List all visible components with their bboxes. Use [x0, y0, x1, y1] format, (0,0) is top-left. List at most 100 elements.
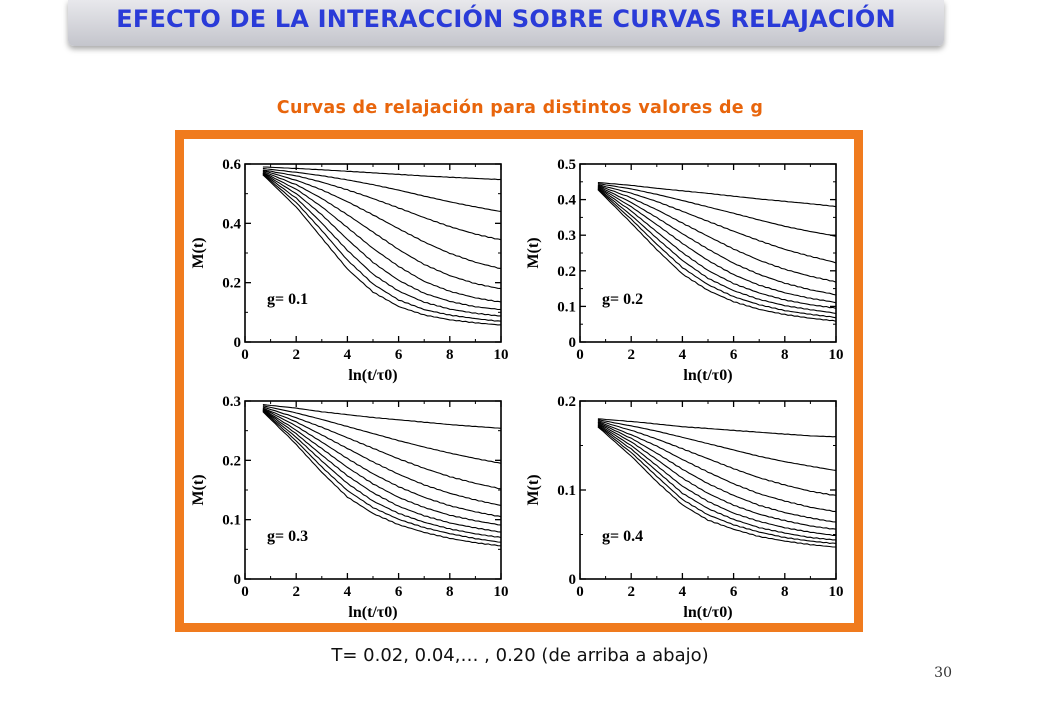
y-tick-label: 0.6	[222, 157, 241, 173]
y-tick-label: 0.2	[222, 453, 241, 469]
relaxation-curve	[262, 406, 502, 490]
x-tick-label: 4	[344, 347, 352, 363]
y-tick-label: 0	[569, 572, 577, 588]
x-tick-label: 6	[730, 584, 738, 600]
relaxation-curve	[262, 410, 502, 543]
figure-caption: T= 0.02, 0.04,… , 0.20 (de arriba a abaj…	[331, 645, 709, 666]
relaxation-curve	[262, 170, 502, 290]
relaxation-curve	[597, 424, 837, 541]
relaxation-curve	[597, 184, 837, 264]
relaxation-curve	[597, 423, 837, 537]
relaxation-curve	[262, 409, 502, 539]
chart-panel-1: 0 2 4 6 8 10 0 0.2 0.4 0.6 ln(t/τ0) M(t) g= 0.1	[190, 157, 509, 384]
y-axis-label: M(t)	[190, 237, 207, 268]
x-axis-label: ln(t/τ0)	[348, 604, 397, 621]
panel-label: g= 0.3	[267, 528, 308, 545]
x-axis-label: ln(t/τ0)	[348, 367, 397, 384]
x-tick-label: 2	[627, 584, 635, 600]
page-number: 30	[934, 665, 952, 681]
y-tick-label: 0.1	[557, 299, 576, 315]
relaxation-curve	[597, 420, 837, 496]
relaxation-curve	[597, 418, 837, 438]
x-tick-label: 8	[781, 584, 789, 600]
x-tick-label: 0	[576, 347, 584, 363]
x-tick-label: 4	[344, 584, 352, 600]
relaxation-curve	[262, 408, 502, 526]
relaxation-curve	[597, 421, 837, 523]
relaxation-curve	[262, 172, 502, 311]
x-tick-label: 2	[292, 584, 300, 600]
x-tick-label: 6	[395, 347, 403, 363]
x-tick-label: 0	[241, 347, 249, 363]
page-title: EFECTO DE LA INTERACCIÓN SOBRE CURVAS RE…	[116, 5, 896, 33]
x-tick-label: 8	[446, 584, 454, 600]
x-tick-label: 2	[292, 347, 300, 363]
y-tick-label: 0.1	[557, 483, 576, 499]
relaxation-curve	[262, 409, 502, 533]
chart-panel-2: 0 2 4 6 8 10 0 0.1 0.2 0.3 0.4 0.5 ln(t/τ0) M(t) g= 0.…	[525, 157, 844, 384]
relaxation-curve	[597, 422, 837, 530]
relaxation-curve	[262, 403, 502, 429]
relaxation-curve	[262, 174, 502, 326]
y-tick-label: 0.4	[222, 216, 241, 232]
relaxation-curve	[262, 169, 502, 241]
y-axis-label: M(t)	[525, 237, 542, 268]
chart-panel-3: 0 2 4 6 8 10 0 0.1 0.2 0.3 ln(t/τ0) M(t) g= 0.3	[190, 394, 509, 621]
relaxation-curve	[262, 173, 502, 322]
y-tick-label: 0.2	[557, 264, 576, 280]
relaxation-curve	[262, 167, 502, 213]
relaxation-curve	[262, 171, 502, 303]
y-tick-label: 0.2	[557, 394, 576, 410]
title-bar: EFECTO DE LA INTERACCIÓN SOBRE CURVAS RE…	[68, 0, 944, 46]
relaxation-curve	[597, 184, 837, 283]
x-tick-label: 10	[494, 347, 509, 363]
relaxation-curve	[262, 173, 501, 317]
relaxation-curve	[262, 408, 502, 518]
relaxation-curve	[262, 411, 502, 547]
relaxation-curve	[597, 187, 837, 315]
plot-frame	[244, 400, 502, 580]
relaxation-curve	[597, 185, 837, 296]
y-tick-label: 0.3	[222, 394, 241, 410]
panel-label: g= 0.2	[602, 291, 643, 308]
relaxation-curve	[597, 425, 837, 544]
x-tick-label: 4	[679, 347, 687, 363]
relaxation-curve	[262, 170, 502, 269]
figure-subtitle: Curvas de relajación para distintos valo…	[276, 98, 764, 118]
y-tick-label: 0.1	[222, 513, 241, 529]
relaxation-curve	[597, 181, 837, 208]
x-tick-label: 2	[627, 347, 635, 363]
figure-frame: 0 2 4 6 8 10 0 0.2 0.4 0.6 ln(t/τ0) M(t) g= 0.1 0 2 4 6 8…	[175, 130, 863, 632]
x-tick-label: 4	[679, 584, 687, 600]
panel-label: g= 0.4	[602, 528, 643, 545]
relaxation-curve	[597, 186, 837, 304]
y-tick-label: 0.3	[557, 228, 576, 244]
relaxation-curve	[597, 183, 837, 237]
x-tick-label: 8	[446, 347, 454, 363]
y-tick-label: 0	[569, 335, 577, 351]
plot-frame	[244, 163, 502, 343]
y-tick-label: 0	[234, 335, 242, 351]
x-tick-label: 10	[829, 584, 844, 600]
relaxation-curve	[597, 419, 837, 471]
y-axis-label: M(t)	[525, 474, 542, 505]
x-tick-label: 8	[781, 347, 789, 363]
panel-label: g= 0.1	[267, 291, 308, 308]
plot-frame	[579, 400, 837, 580]
x-axis-label: ln(t/τ0)	[683, 604, 732, 621]
figure-panels: 0 2 4 6 8 10 0 0.2 0.4 0.6 ln(t/τ0) M(t) g= 0.1 0 2 4 6 8…	[190, 157, 844, 621]
relaxation-curve	[597, 187, 837, 310]
relaxation-curve	[597, 188, 837, 319]
x-tick-label: 10	[829, 347, 844, 363]
relaxation-curve	[597, 421, 836, 512]
y-axis-label: M(t)	[190, 474, 207, 505]
y-tick-label: 0.4	[557, 193, 576, 209]
relaxation-curve	[262, 166, 502, 181]
relaxation-curve	[597, 189, 837, 322]
chart-panel-4: 0 2 4 6 8 10 0 0.1 0.2 ln(t/τ0) M(t) g= 0.4	[525, 394, 844, 621]
x-tick-label: 0	[576, 584, 584, 600]
y-tick-label: 0.2	[222, 276, 241, 292]
x-tick-label: 0	[241, 584, 249, 600]
y-tick-label: 0.5	[557, 157, 576, 173]
y-tick-label: 0	[234, 572, 242, 588]
